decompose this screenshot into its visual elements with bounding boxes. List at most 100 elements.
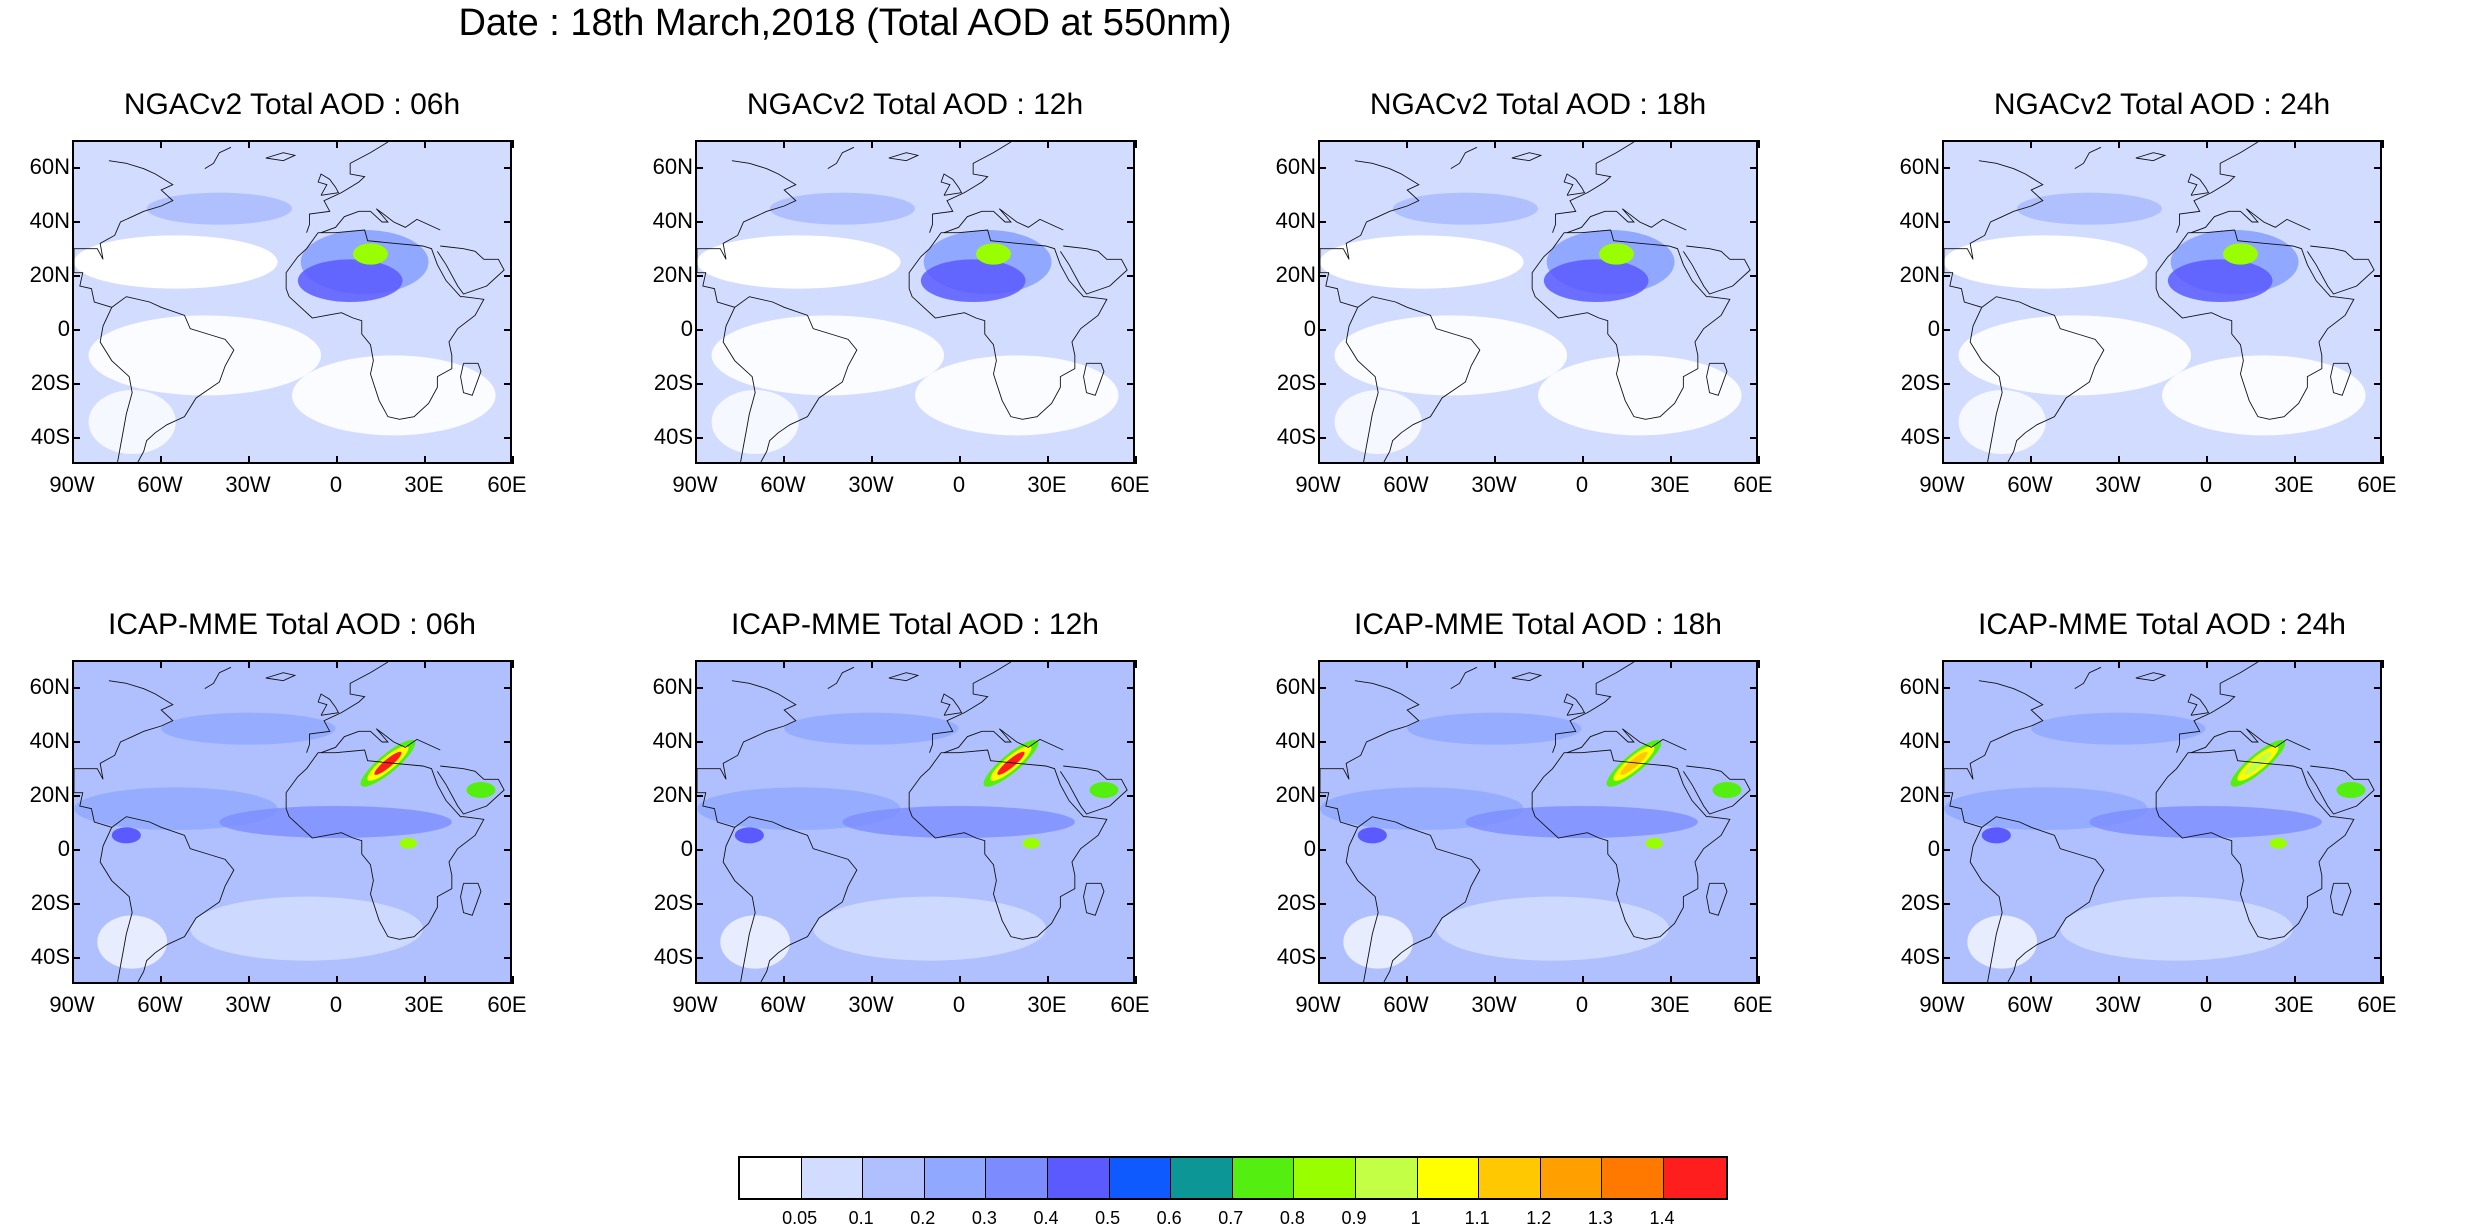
lon-tick-label: 30E xyxy=(1650,992,1690,1017)
lat-tick xyxy=(1127,329,1135,331)
lon-tick xyxy=(1942,140,1944,148)
lon-tick-label: 90W xyxy=(672,992,718,1017)
lat-tick xyxy=(1318,437,1326,439)
colorbar-swatch xyxy=(1663,1158,1726,1198)
lat-tick xyxy=(72,437,80,439)
lat-tick xyxy=(1750,849,1758,851)
colorbar-label: 0.9 xyxy=(1341,1208,1367,1228)
lon-tick xyxy=(160,976,162,984)
map-panel: ICAP-MME Total AOD : 18h 60N 40N 20N 0 20S 40S… xyxy=(1276,608,1788,1038)
aod-map xyxy=(695,660,1135,984)
lon-tick xyxy=(959,976,961,984)
lat-tick-label: 0 xyxy=(1303,836,1316,861)
lon-tick xyxy=(1670,660,1672,668)
colorbar-labels: 0.05 0.1 0.2 0.3 0.4 0.5 0.6 0.7 0.8 0.9 1 1.1 1.2 1.… xyxy=(738,1200,1728,1230)
lat-tick xyxy=(2374,849,2382,851)
colorbar-swatch xyxy=(1109,1158,1172,1198)
lon-tick xyxy=(1494,660,1496,668)
lon-tick xyxy=(336,976,338,984)
lat-tick-label: 60N xyxy=(1899,674,1940,699)
lon-tick xyxy=(695,140,697,148)
lat-tick-label: 60N xyxy=(29,154,70,179)
lat-tick xyxy=(1127,849,1135,851)
lat-tick-label: 0 xyxy=(1927,316,1940,341)
lon-tick xyxy=(783,140,785,148)
lon-tick-label: 30W xyxy=(848,472,894,497)
lon-tick-label: 60E xyxy=(1110,992,1150,1017)
lon-tick xyxy=(1047,140,1049,148)
lat-tick xyxy=(1942,849,1950,851)
lat-tick-label: 40N xyxy=(652,728,693,753)
lat-tick-label: 20S xyxy=(1900,370,1940,395)
lon-tick xyxy=(336,140,338,148)
lon-tick xyxy=(1494,456,1496,464)
map-panel: ICAP-MME Total AOD : 24h 60N 40N 20N 0 20S 40S… xyxy=(1900,608,2412,1038)
lon-tick-label: 0 xyxy=(2199,992,2213,1017)
figure-title: Date : 18th March,2018 (Total AOD at 550… xyxy=(458,2,1232,44)
aod-map xyxy=(1318,140,1758,464)
lon-tick xyxy=(1758,660,1760,668)
lon-tick xyxy=(248,140,250,148)
lat-tick xyxy=(72,687,80,689)
lon-tick xyxy=(1406,456,1408,464)
colorbar: 0.05 0.1 0.2 0.3 0.4 0.5 0.6 0.7 0.8 0.9 1 1.1 1.2 1.… xyxy=(738,1156,1728,1230)
lat-tick xyxy=(1127,383,1135,385)
lat-tick-label: 40N xyxy=(29,208,70,233)
lat-tick xyxy=(2374,383,2382,385)
lon-tick xyxy=(1582,456,1584,464)
lat-tick xyxy=(1318,383,1326,385)
aod-map xyxy=(72,140,512,464)
lon-tick xyxy=(2382,660,2384,668)
map-panel: NGACv2 Total AOD : 18h 60N 40N 20N 0 20S 40S 90… xyxy=(1276,88,1788,518)
lat-tick xyxy=(695,437,703,439)
lat-tick xyxy=(2374,903,2382,905)
lon-tick-label: 30E xyxy=(404,992,444,1017)
panel-title: ICAP-MME Total AOD : 06h xyxy=(108,608,476,641)
lon-tick xyxy=(1494,140,1496,148)
lon-tick xyxy=(2382,140,2384,148)
lon-tick xyxy=(512,976,514,984)
lon-tick-label: 60W xyxy=(1383,472,1429,497)
lat-tick xyxy=(1942,957,1950,959)
lon-tick xyxy=(871,660,873,668)
lon-tick xyxy=(783,660,785,668)
lat-tick xyxy=(2374,957,2382,959)
lat-tick-label: 60N xyxy=(29,674,70,699)
lon-tick-label: 90W xyxy=(1919,992,1965,1017)
lat-tick-label: 0 xyxy=(1303,316,1316,341)
lon-tick xyxy=(1670,140,1672,148)
lon-tick-label: 30W xyxy=(2095,992,2141,1017)
map-panel: NGACv2 Total AOD : 12h 60N 40N 20N 0 20S 40S 90… xyxy=(653,88,1165,518)
lon-tick xyxy=(1758,976,1760,984)
colorbar-swatch xyxy=(1171,1158,1233,1198)
panel-title: ICAP-MME Total AOD : 18h xyxy=(1354,608,1722,641)
map-panel: NGACv2 Total AOD : 06h 60N 40N 20N 0 20S 40S 90… xyxy=(30,88,542,518)
lat-tick xyxy=(1750,383,1758,385)
colorbar-label: 0.3 xyxy=(971,1208,997,1228)
lat-tick xyxy=(504,957,512,959)
panel-title: NGACv2 Total AOD : 06h xyxy=(123,88,461,121)
lat-tick-label: 60N xyxy=(652,674,693,699)
lat-tick-label: 20N xyxy=(29,262,70,287)
lon-tick xyxy=(424,660,426,668)
panel-title: ICAP-MME Total AOD : 12h xyxy=(731,608,1099,641)
lat-tick xyxy=(1942,741,1950,743)
lon-tick xyxy=(336,660,338,668)
lon-tick xyxy=(1047,456,1049,464)
colorbar-label: 0.5 xyxy=(1095,1208,1121,1228)
lat-tick xyxy=(72,329,80,331)
lon-tick xyxy=(783,456,785,464)
lon-tick xyxy=(248,976,250,984)
lat-tick-label: 20S xyxy=(30,370,70,395)
lon-tick xyxy=(1582,140,1584,148)
panel-title: ICAP-MME Total AOD : 24h xyxy=(1978,608,2346,641)
lon-tick xyxy=(1135,140,1137,148)
lat-tick xyxy=(1127,437,1135,439)
lon-tick xyxy=(1318,140,1320,148)
lon-tick xyxy=(512,140,514,148)
lon-tick-label: 0 xyxy=(2199,472,2213,497)
lon-tick xyxy=(72,660,74,668)
lat-tick xyxy=(1942,275,1950,277)
colorbar-label: 1.2 xyxy=(1526,1208,1552,1228)
lon-tick-label: 30E xyxy=(2274,992,2314,1017)
